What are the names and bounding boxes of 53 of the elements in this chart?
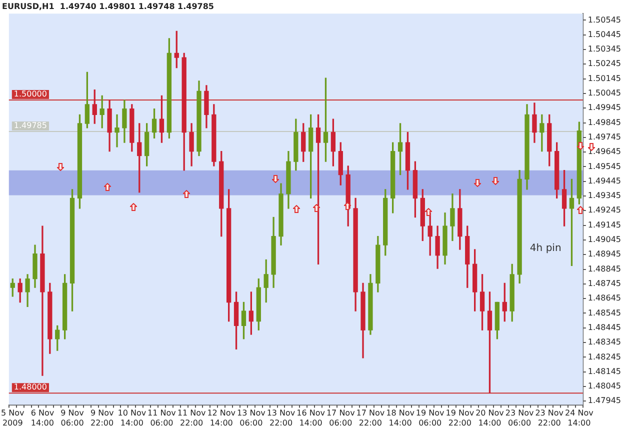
x-tick-label: 11 Nov 22:00 xyxy=(177,408,206,428)
x-tick-label: 20 Nov 14:00 xyxy=(476,408,504,428)
y-tick-label: 1.49545 xyxy=(588,162,622,171)
x-tick-label: 19 Nov 06:00 xyxy=(416,408,445,428)
y-tick-label: 1.49845 xyxy=(588,118,622,127)
y-tick-label: 1.48045 xyxy=(588,382,622,391)
y-tick-label: 1.49145 xyxy=(588,220,622,230)
x-tick-label: 17 Nov 06:00 xyxy=(326,408,356,428)
x-tick-label: 9 Nov 06:00 xyxy=(60,408,84,428)
y-tick-label: 1.49045 xyxy=(588,235,622,244)
y-tick-label: 1.48845 xyxy=(588,264,622,274)
y-tick-label: 1.48745 xyxy=(588,279,622,288)
x-tick-label: 23 Nov 22:00 xyxy=(535,408,564,428)
y-tick-label: 1.48945 xyxy=(588,250,622,259)
x-tick-label: 11 Nov 06:00 xyxy=(148,408,176,428)
y-tick-label: 1.49445 xyxy=(588,176,622,186)
y-tick-label: 1.48545 xyxy=(588,308,622,318)
x-tick-label: 19 Nov 22:00 xyxy=(446,408,474,428)
x-tick-label: 17 Nov 22:00 xyxy=(356,408,385,428)
x-tick-label: 6 Nov 14:00 xyxy=(30,408,54,428)
ref-line-label: 1.48000 xyxy=(14,382,47,392)
x-tick-label: 10 Nov 14:00 xyxy=(118,408,146,428)
y-tick-label: 1.50045 xyxy=(588,88,622,98)
y-tick-label: 1.49745 xyxy=(588,132,622,142)
y-tick-label: 1.47945 xyxy=(588,396,622,406)
y-tick-label: 1.49945 xyxy=(588,103,622,112)
y-tick-label: 1.49645 xyxy=(588,147,622,156)
x-tick-label: 9 Nov 22:00 xyxy=(90,408,114,428)
x-tick-label: 16 Nov 14:00 xyxy=(296,408,326,428)
y-tick-label: 1.49345 xyxy=(588,191,622,200)
x-tick-label: 13 Nov 22:00 xyxy=(266,408,296,428)
x-tick-label: 5 Nov 2009 xyxy=(1,408,25,428)
ref-line-label: 1.49785 xyxy=(14,121,47,130)
y-tick-label: 1.50345 xyxy=(588,44,622,54)
annotation: 4h pin xyxy=(530,242,562,254)
y-tick-label: 1.50445 xyxy=(588,30,622,39)
y-tick-label: 1.50145 xyxy=(588,74,622,83)
y-tick-label: 1.48245 xyxy=(588,352,622,362)
y-tick-label: 1.50545 xyxy=(588,15,622,24)
ref-line-label: 1.50000 xyxy=(14,90,47,99)
y-tick-label: 1.49245 xyxy=(588,206,622,215)
y-tick-label: 1.48345 xyxy=(588,338,622,347)
y-tick-label: 1.48145 xyxy=(588,366,622,376)
x-tick-label: 18 Nov 14:00 xyxy=(386,408,415,428)
y-tick-label: 1.48645 xyxy=(588,294,622,303)
x-tick-label: 24 Nov 14:00 xyxy=(565,408,594,428)
y-tick-label: 1.50245 xyxy=(588,59,622,68)
x-tick-label: 13 Nov 06:00 xyxy=(237,408,266,428)
chart-title: EURUSD,H1 1.49740 1.49801 1.49748 1.49785 xyxy=(2,2,214,11)
x-tick-label: 12 Nov 14:00 xyxy=(207,408,236,428)
candlestick xyxy=(114,114,120,148)
y-tick-label: 1.48445 xyxy=(588,322,622,332)
x-tick-label: 23 Nov 06:00 xyxy=(505,408,534,428)
